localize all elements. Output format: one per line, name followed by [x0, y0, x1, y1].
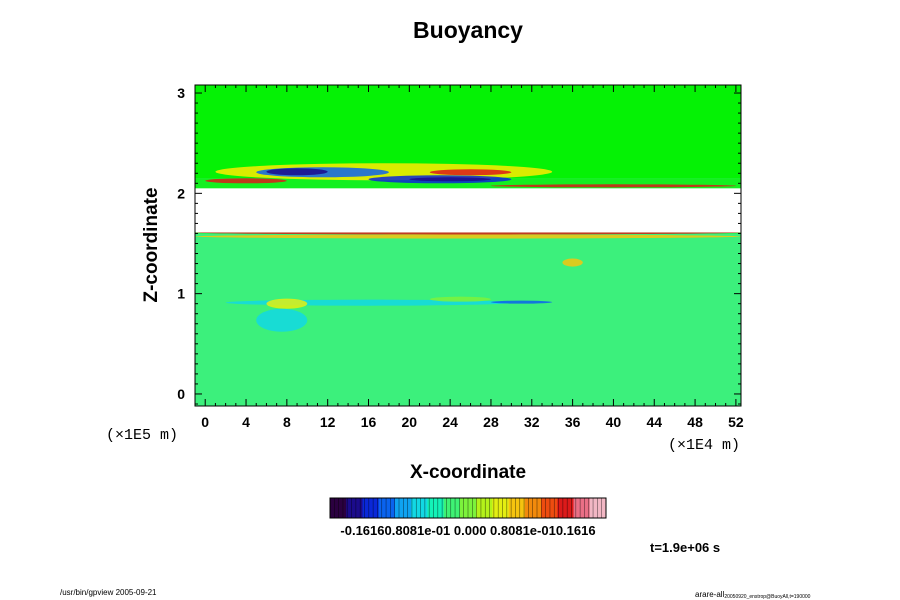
blank-band [195, 188, 741, 233]
x-ticks: 0 4 8 12 16 20 24 28 32 36 40 44 48 52 [194, 85, 744, 430]
y-tick-label: 0 [177, 386, 185, 402]
x-tick-label: 32 [524, 414, 540, 430]
x-tick-label: 20 [402, 414, 418, 430]
x-tick-label: 4 [242, 414, 250, 430]
x-tick-label: 28 [483, 414, 499, 430]
field-region-0 [195, 85, 741, 179]
field-feature-7 [490, 184, 736, 188]
x-tick-label: 24 [442, 414, 458, 430]
colorbar-cell [443, 498, 461, 518]
colorbar-cell [476, 498, 493, 518]
x-tick-label: 52 [728, 414, 744, 430]
plot-frame [194, 84, 742, 407]
colorbar: -0.16160.8081e-01 0.000 0.8081e-010.1616 [329, 497, 607, 538]
colorbar-cell [411, 498, 428, 518]
y-axis-unit: (×1E5 m) [106, 427, 178, 444]
field-feature-13 [266, 298, 308, 309]
x-tick-label: 12 [320, 414, 336, 430]
colorbar-cell [492, 498, 509, 518]
x-tick-label: 40 [606, 414, 622, 430]
colorbar-frame [329, 497, 607, 519]
colorbar-cell [508, 498, 526, 518]
time-label: t=1.9e+06 s [650, 540, 720, 555]
field-feature-11 [490, 300, 553, 304]
colorbar-cell [573, 498, 591, 518]
x-tick-label: 48 [687, 414, 703, 430]
x-tick-label: 36 [565, 414, 581, 430]
y-ticks: 0 1 2 3 [177, 85, 741, 405]
field-feature-15 [256, 308, 308, 332]
field-feature-6 [429, 169, 512, 176]
y-tick-label: 2 [177, 185, 185, 201]
x-tick-label: 0 [201, 414, 209, 430]
footer-right: arare-all20050920_enstrop@BuoyAll,t=1900… [695, 590, 811, 600]
footer-right-sub: 20050920_enstrop@BuoyAll,t=190000 [724, 594, 810, 600]
chart-title: Buoyancy [413, 17, 523, 43]
x-tick-label: 8 [283, 414, 291, 430]
field-feature-2 [266, 168, 328, 176]
field-feature-5 [205, 178, 287, 184]
field-feature-12 [429, 296, 491, 302]
colorbar-cell [541, 498, 558, 518]
colorbar-tick-labels: -0.16160.8081e-01 0.000 0.8081e-010.1616 [340, 523, 595, 538]
field-feature-9 [195, 234, 741, 239]
colorbar-cell [330, 498, 347, 518]
regions-layer [195, 85, 741, 406]
colorbar-cell [557, 498, 574, 518]
colorbar-cell [346, 498, 363, 518]
x-tick-label: 44 [646, 414, 662, 430]
x-tick-label: 16 [361, 414, 377, 430]
colorbar-cell [589, 498, 607, 518]
colorbar-cell [378, 498, 396, 518]
y-axis-label: Z-coordinate [141, 187, 162, 302]
footer-left: /usr/bin/gpview 2005-09-21 [60, 588, 157, 597]
field-feature-14 [562, 258, 583, 267]
x-axis-label: X-coordinate [410, 462, 526, 483]
colorbar-cell [427, 498, 444, 518]
footer-right-main: arare-all [695, 590, 725, 599]
field-feature-4 [409, 177, 491, 182]
colorbar-cell [524, 498, 542, 518]
y-tick-label: 1 [177, 286, 185, 302]
y-tick-label: 3 [177, 85, 185, 101]
colorbar-cell [362, 498, 380, 518]
colorbar-lines [334, 498, 602, 518]
x-axis-unit: (×1E4 m) [668, 437, 740, 454]
